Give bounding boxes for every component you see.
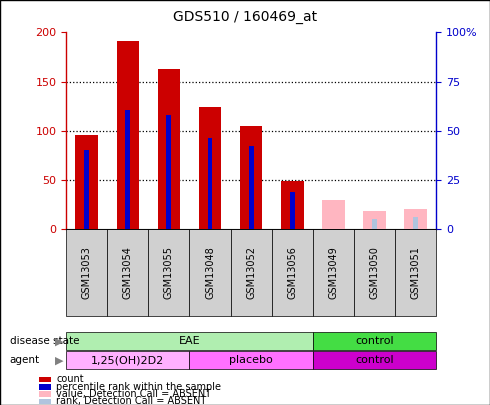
Bar <box>281 181 303 229</box>
Text: GSM13053: GSM13053 <box>82 246 92 299</box>
Bar <box>117 41 139 229</box>
Bar <box>404 209 427 229</box>
Text: GSM13050: GSM13050 <box>369 246 379 299</box>
Text: GSM13052: GSM13052 <box>246 246 256 299</box>
Text: GSM13056: GSM13056 <box>287 246 297 299</box>
Text: GDS510 / 160469_at: GDS510 / 160469_at <box>173 10 317 24</box>
Text: placebo: placebo <box>229 355 273 365</box>
Text: control: control <box>355 355 394 365</box>
Text: ▶: ▶ <box>55 336 64 346</box>
Bar <box>199 107 221 229</box>
Text: rank, Detection Call = ABSENT: rank, Detection Call = ABSENT <box>56 396 207 405</box>
Bar <box>413 217 418 229</box>
Text: GSM13054: GSM13054 <box>123 246 133 299</box>
Text: 1,25(OH)2D2: 1,25(OH)2D2 <box>91 355 165 365</box>
Text: count: count <box>56 375 84 384</box>
Bar <box>125 110 130 229</box>
Text: GSM13051: GSM13051 <box>411 246 420 299</box>
Text: GSM13048: GSM13048 <box>205 246 215 299</box>
Text: disease state: disease state <box>10 336 79 346</box>
Bar <box>248 146 254 229</box>
Text: GSM13055: GSM13055 <box>164 246 174 299</box>
Bar <box>372 219 377 229</box>
Bar <box>75 134 98 229</box>
Text: percentile rank within the sample: percentile rank within the sample <box>56 382 221 392</box>
Bar <box>322 200 344 229</box>
Bar <box>363 211 386 229</box>
Bar <box>158 69 180 229</box>
Bar <box>167 115 172 229</box>
Text: EAE: EAE <box>179 336 200 346</box>
Text: value, Detection Call = ABSENT: value, Detection Call = ABSENT <box>56 389 212 399</box>
Text: GSM13049: GSM13049 <box>328 246 338 299</box>
Text: control: control <box>355 336 394 346</box>
Text: agent: agent <box>10 355 40 365</box>
Bar <box>240 126 263 229</box>
Text: ▶: ▶ <box>55 355 64 365</box>
Bar <box>290 192 294 229</box>
Bar <box>84 150 89 229</box>
Bar <box>208 139 213 229</box>
